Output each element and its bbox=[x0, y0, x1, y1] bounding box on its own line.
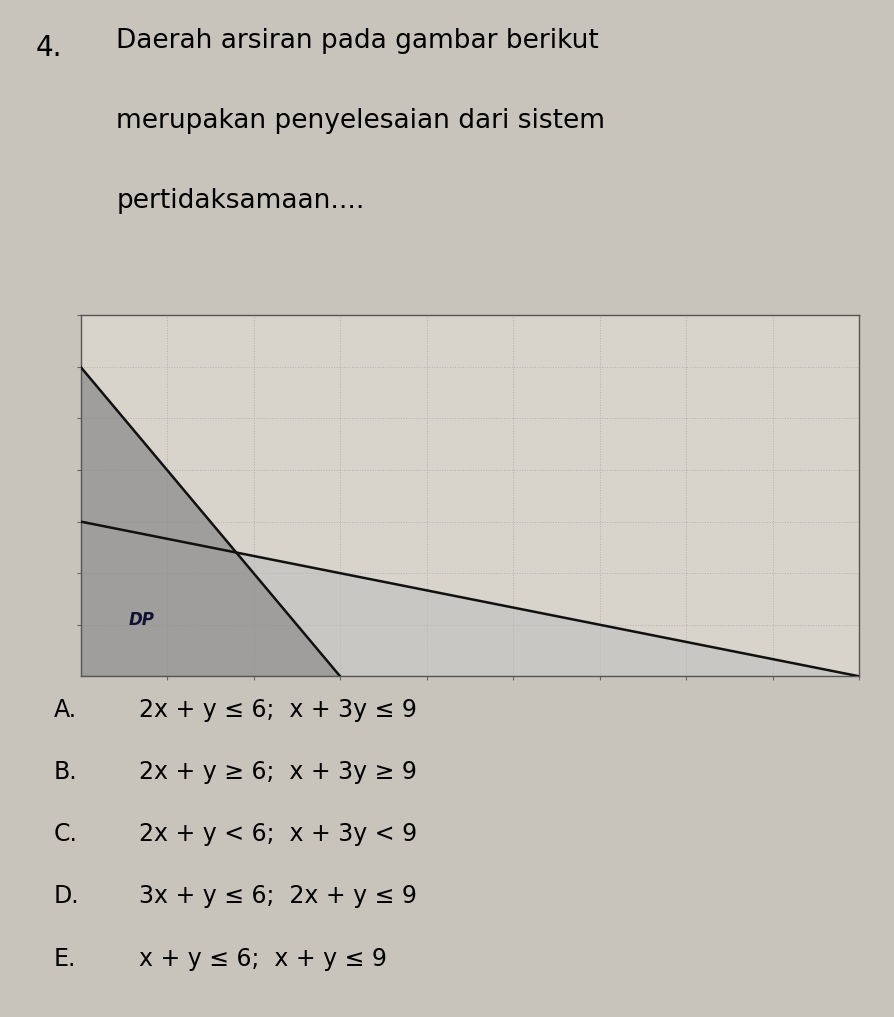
Polygon shape bbox=[80, 367, 236, 552]
Text: merupakan penyelesaian dari sistem: merupakan penyelesaian dari sistem bbox=[116, 108, 604, 134]
Text: 2x + y ≤ 6;  x + 3y ≤ 9: 2x + y ≤ 6; x + 3y ≤ 9 bbox=[139, 698, 416, 722]
Text: E.: E. bbox=[54, 947, 76, 970]
Text: C.: C. bbox=[54, 823, 78, 846]
Text: 2x + y < 6;  x + 3y < 9: 2x + y < 6; x + 3y < 9 bbox=[139, 823, 417, 846]
Text: x + y ≤ 6;  x + y ≤ 9: x + y ≤ 6; x + y ≤ 9 bbox=[139, 947, 386, 970]
Text: B.: B. bbox=[54, 761, 77, 784]
Text: 2x + y ≥ 6;  x + 3y ≥ 9: 2x + y ≥ 6; x + 3y ≥ 9 bbox=[139, 761, 416, 784]
Text: D.: D. bbox=[54, 885, 80, 908]
Text: DP: DP bbox=[128, 611, 154, 629]
Text: 3x + y ≤ 6;  2x + y ≤ 9: 3x + y ≤ 6; 2x + y ≤ 9 bbox=[139, 885, 416, 908]
Text: Daerah arsiran pada gambar berikut: Daerah arsiran pada gambar berikut bbox=[116, 28, 598, 55]
Polygon shape bbox=[80, 522, 340, 676]
Text: A.: A. bbox=[54, 698, 77, 722]
Text: 4.: 4. bbox=[36, 35, 63, 62]
Text: pertidaksamaan....: pertidaksamaan.... bbox=[116, 188, 365, 214]
Polygon shape bbox=[236, 552, 858, 676]
